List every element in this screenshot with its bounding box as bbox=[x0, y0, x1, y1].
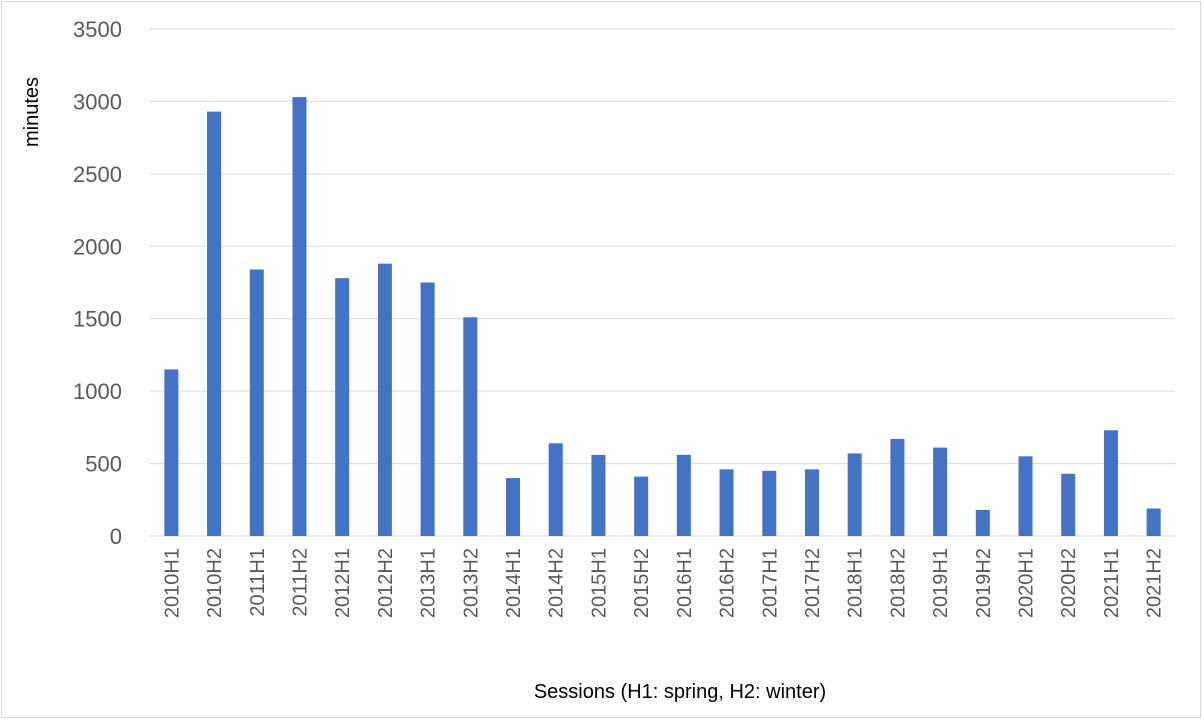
x-tick-label: 2016H2 bbox=[717, 548, 739, 618]
y-tick-label: 500 bbox=[85, 452, 122, 477]
x-tick-label: 2016H1 bbox=[674, 548, 696, 618]
x-tick-label: 2012H2 bbox=[375, 548, 397, 618]
x-tick-label: 2011H2 bbox=[289, 548, 311, 617]
bar-2013H2 bbox=[463, 317, 478, 536]
bar-2012H2 bbox=[377, 263, 392, 536]
x-tick-label: 2017H1 bbox=[759, 548, 781, 618]
bar-2015H1 bbox=[591, 454, 606, 536]
x-tick-label: 2011H1 bbox=[247, 548, 269, 617]
x-tick-label: 2021H2 bbox=[1144, 548, 1166, 618]
bar-2019H1 bbox=[933, 447, 948, 536]
y-tick-label: 0 bbox=[110, 524, 122, 549]
bar-2018H1 bbox=[847, 453, 862, 536]
bar-2019H2 bbox=[975, 509, 990, 536]
x-axis-ticks: 2010H1 2010H2 2011H1 2011H2 2012H1 2012H2 2013… bbox=[161, 548, 1165, 618]
x-tick-label: 2015H1 bbox=[588, 548, 610, 618]
x-tick-label: 2018H2 bbox=[887, 548, 909, 618]
x-tick-label: 2019H2 bbox=[973, 548, 995, 618]
bar-2014H1 bbox=[506, 478, 521, 536]
bar-2011H1 bbox=[249, 269, 264, 536]
x-tick-label: 2014H2 bbox=[546, 548, 568, 618]
gridlines bbox=[150, 28, 1175, 537]
y-tick-label: 3000 bbox=[73, 89, 122, 114]
bar-2020H2 bbox=[1061, 473, 1076, 536]
x-tick-label: 2015H2 bbox=[631, 548, 653, 618]
x-tick-label: 2020H1 bbox=[1016, 548, 1038, 618]
y-axis-title: minutes bbox=[21, 77, 43, 147]
bars bbox=[164, 97, 1161, 536]
x-tick-label: 2018H1 bbox=[845, 548, 867, 618]
x-axis-title: Sessions (H1: spring, H2: winter) bbox=[534, 681, 826, 703]
x-tick-label: 2014H1 bbox=[503, 548, 525, 618]
x-tick-label: 2012H1 bbox=[332, 548, 354, 618]
y-axis-ticks: 0 500 1000 1500 2000 2500 3000 3500 bbox=[73, 17, 122, 549]
x-tick-label: 2010H1 bbox=[161, 548, 183, 618]
bar-2010H1 bbox=[164, 369, 179, 536]
y-tick-label: 3500 bbox=[73, 17, 122, 42]
x-tick-label: 2013H2 bbox=[460, 548, 482, 618]
x-tick-label: 2020H2 bbox=[1058, 548, 1080, 618]
bar-2021H2 bbox=[1146, 508, 1161, 536]
bar-2016H1 bbox=[676, 454, 691, 536]
x-tick-label: 2010H2 bbox=[204, 548, 226, 618]
bar-2012H1 bbox=[335, 278, 350, 536]
bar-2016H2 bbox=[719, 469, 734, 536]
x-tick-label: 2013H1 bbox=[418, 548, 440, 618]
x-tick-label: 2021H1 bbox=[1101, 548, 1123, 618]
y-tick-label: 1000 bbox=[73, 379, 122, 404]
bar-2013H1 bbox=[420, 282, 435, 536]
bar-2010H2 bbox=[207, 111, 222, 536]
y-tick-label: 2500 bbox=[73, 162, 122, 187]
bar-2015H2 bbox=[634, 476, 649, 536]
bar-2014H2 bbox=[548, 443, 563, 536]
bar-2018H2 bbox=[890, 438, 905, 536]
bar-2017H2 bbox=[804, 469, 819, 536]
bar-2017H1 bbox=[762, 470, 777, 536]
y-tick-label: 1500 bbox=[73, 307, 122, 332]
bar-2011H2 bbox=[292, 97, 307, 536]
x-tick-label: 2019H1 bbox=[930, 548, 952, 618]
bar-2020H1 bbox=[1018, 456, 1033, 536]
bar-2021H1 bbox=[1103, 430, 1118, 536]
y-tick-label: 2000 bbox=[73, 234, 122, 259]
x-tick-label: 2017H2 bbox=[802, 548, 824, 618]
